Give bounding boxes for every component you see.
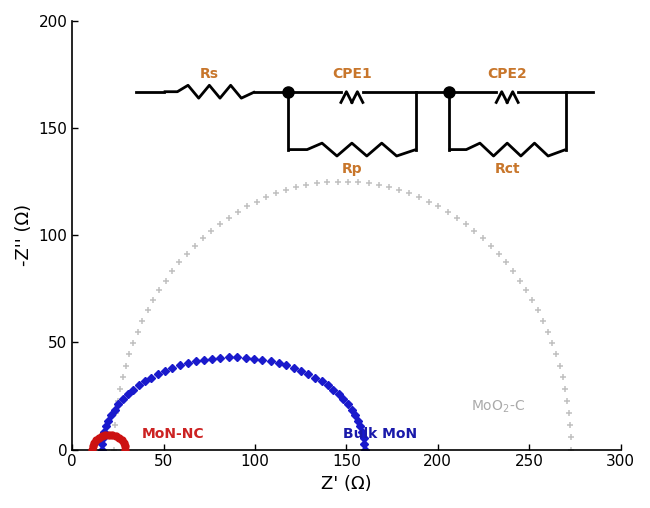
Y-axis label: -Z'' (Ω): -Z'' (Ω) bbox=[15, 204, 33, 266]
Text: Bulk MoN: Bulk MoN bbox=[343, 427, 417, 441]
Text: MoN-NC: MoN-NC bbox=[142, 427, 204, 441]
Text: Rp: Rp bbox=[341, 163, 362, 176]
Text: MoO$_2$-C: MoO$_2$-C bbox=[471, 399, 525, 416]
X-axis label: Z' (Ω): Z' (Ω) bbox=[321, 475, 372, 493]
Text: CPE2: CPE2 bbox=[488, 67, 527, 81]
Text: Rs: Rs bbox=[200, 67, 219, 81]
Text: CPE1: CPE1 bbox=[332, 67, 372, 81]
Text: Rct: Rct bbox=[495, 163, 520, 176]
